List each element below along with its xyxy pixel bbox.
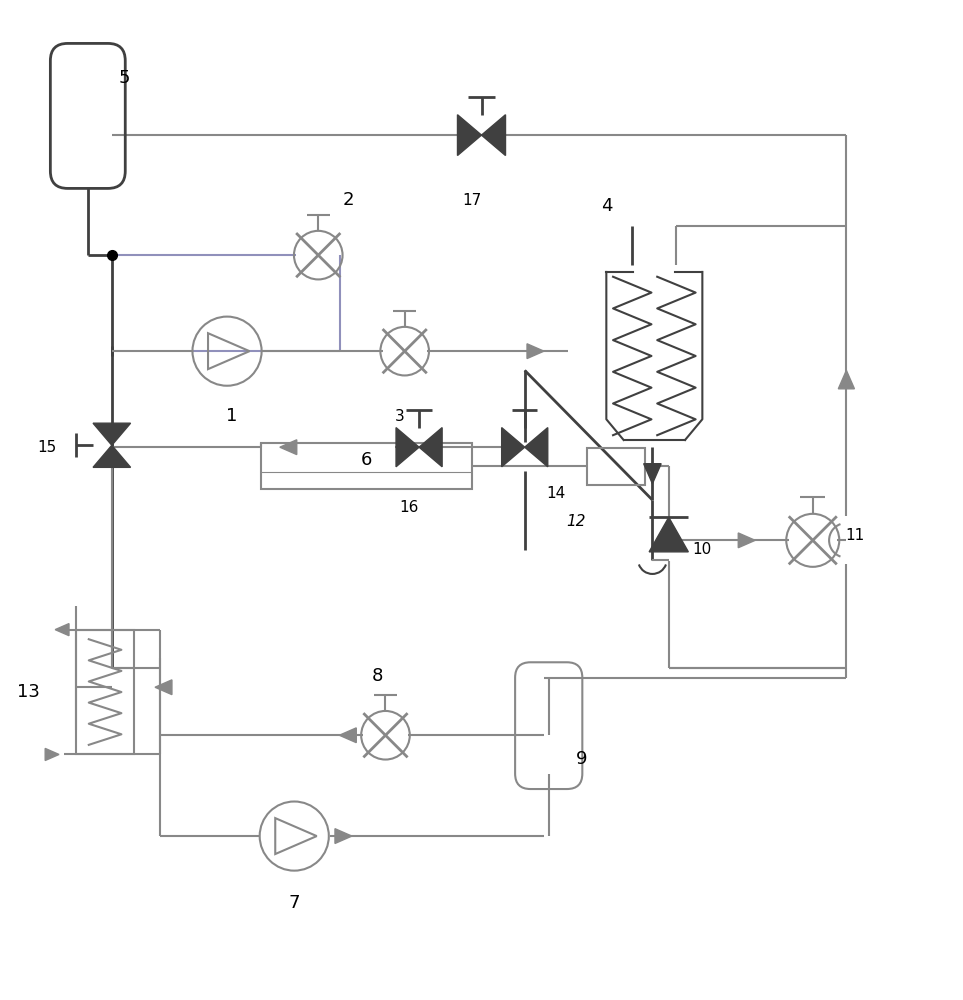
Text: 5: 5: [118, 69, 130, 87]
Polygon shape: [45, 748, 59, 761]
Text: 8: 8: [372, 667, 383, 685]
Polygon shape: [280, 440, 297, 455]
Text: 7: 7: [289, 894, 300, 912]
Text: 11: 11: [846, 528, 865, 543]
Text: 4: 4: [602, 197, 613, 215]
Polygon shape: [396, 428, 419, 467]
Bar: [261, 443, 472, 489]
Polygon shape: [482, 115, 506, 156]
Text: 1: 1: [226, 407, 238, 425]
Text: 14: 14: [546, 486, 565, 501]
Polygon shape: [643, 464, 662, 484]
Polygon shape: [457, 115, 482, 156]
Polygon shape: [55, 624, 69, 636]
Bar: [76, 630, 134, 754]
Text: 2: 2: [342, 191, 353, 209]
Polygon shape: [502, 428, 525, 467]
Text: 6: 6: [360, 451, 372, 469]
Text: 15: 15: [37, 440, 56, 455]
Polygon shape: [93, 423, 131, 445]
Polygon shape: [339, 728, 356, 743]
Text: 10: 10: [692, 542, 712, 557]
Text: 17: 17: [462, 193, 482, 208]
Polygon shape: [155, 680, 172, 695]
Polygon shape: [93, 445, 131, 467]
Polygon shape: [335, 829, 351, 843]
Text: 12: 12: [566, 514, 586, 529]
Polygon shape: [649, 517, 689, 552]
Text: 3: 3: [395, 409, 404, 424]
Bar: [587, 448, 645, 485]
Text: 9: 9: [576, 750, 587, 768]
Polygon shape: [419, 428, 442, 467]
Text: 16: 16: [400, 500, 419, 515]
Polygon shape: [839, 370, 854, 389]
Polygon shape: [739, 533, 755, 548]
Polygon shape: [527, 344, 544, 359]
Text: 13: 13: [17, 683, 39, 701]
Polygon shape: [525, 428, 548, 467]
